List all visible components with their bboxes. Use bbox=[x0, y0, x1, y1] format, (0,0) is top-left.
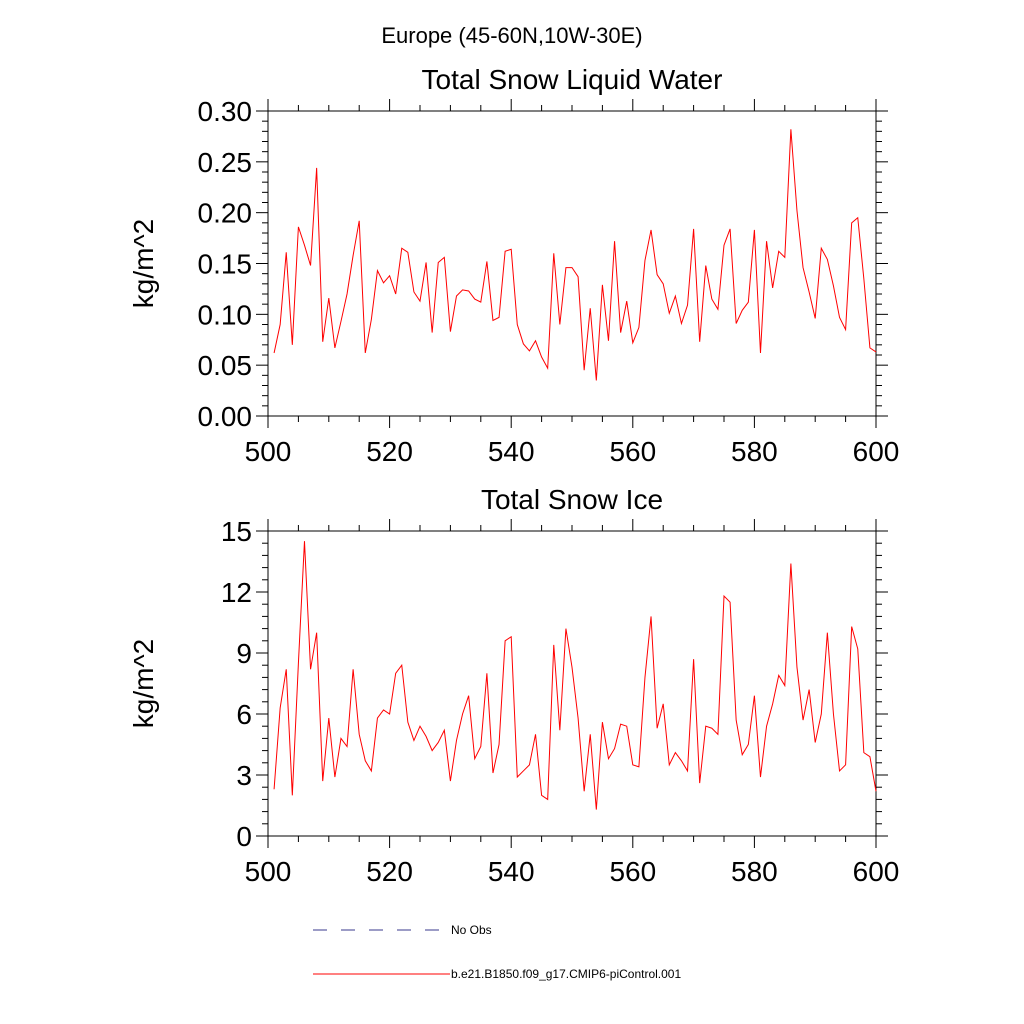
chart-liquid-ytick-label: 0.10 bbox=[198, 299, 253, 330]
chart-ice-xtick-label: 560 bbox=[609, 856, 656, 887]
chart-ice-ytick-label: 3 bbox=[236, 760, 252, 791]
panel-snow-ice: Total Snow Ice 0 3 6 9 12 15 500 520 540 560 580 600… bbox=[128, 484, 899, 887]
chart-ice-ytick-label: 6 bbox=[236, 699, 252, 730]
legend-no-obs-label: No Obs bbox=[451, 923, 492, 937]
chart-liquid-plot-frame bbox=[267, 110, 877, 417]
legend: No Obs b.e21.B1850.f09_g17.CMIP6-piContr… bbox=[313, 923, 681, 981]
chart-liquid-ytick-label: 0.25 bbox=[198, 147, 253, 178]
chart-liquid-xtick-label: 560 bbox=[609, 436, 656, 467]
chart-ice-title: Total Snow Ice bbox=[481, 484, 663, 515]
chart-liquid-ytick-label: 0.00 bbox=[198, 401, 253, 432]
chart-ice-series-line bbox=[273, 541, 877, 810]
chart-liquid-title: Total Snow Liquid Water bbox=[422, 64, 723, 95]
chart-ice-xtick-label: 500 bbox=[245, 856, 292, 887]
chart-ice-xtick-label: 520 bbox=[366, 856, 413, 887]
panel-snow-liquid-water: Total Snow Liquid Water 0.00 0.05 0.10 0.15 0… bbox=[128, 64, 899, 467]
chart-liquid-ylabel: kg/m^2 bbox=[128, 219, 159, 308]
figure-suptitle: Europe (45-60N,10W-30E) bbox=[381, 23, 642, 48]
chart-ice-ytick-label: 9 bbox=[236, 638, 252, 669]
chart-liquid-xtick-label: 580 bbox=[731, 436, 778, 467]
chart-liquid-ytick-label: 0.30 bbox=[198, 96, 253, 127]
chart-liquid-xtick-label: 600 bbox=[853, 436, 900, 467]
chart-liquid-xtick-label: 500 bbox=[245, 436, 292, 467]
chart-liquid-xtick-label: 540 bbox=[488, 436, 535, 467]
chart-ice-ytick-label: 12 bbox=[221, 577, 252, 608]
chart-liquid-ytick-label: 0.05 bbox=[198, 350, 253, 381]
chart-ice-xtick-label: 600 bbox=[853, 856, 900, 887]
chart-liquid-ytick-label: 0.20 bbox=[198, 198, 253, 229]
chart-liquid-ytick-label: 0.15 bbox=[198, 249, 253, 280]
chart-ice-ytick-label: 15 bbox=[221, 516, 252, 547]
chart-liquid-xtick-label: 520 bbox=[366, 436, 413, 467]
chart-liquid-series-line bbox=[273, 129, 877, 381]
chart-ice-xtick-label: 540 bbox=[488, 856, 535, 887]
chart-ice-ylabel: kg/m^2 bbox=[128, 639, 159, 728]
chart-ice-ytick-label: 0 bbox=[236, 821, 252, 852]
chart-ice-xtick-label: 580 bbox=[731, 856, 778, 887]
legend-model-run-label: b.e21.B1850.f09_g17.CMIP6-piControl.001 bbox=[451, 967, 681, 981]
